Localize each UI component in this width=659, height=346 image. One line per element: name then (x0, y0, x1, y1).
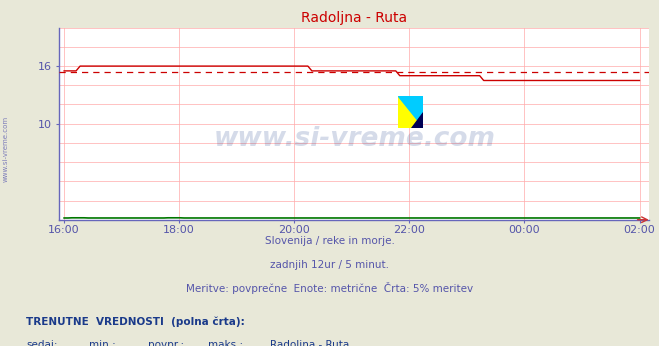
Polygon shape (399, 97, 424, 128)
Text: min.:: min.: (89, 340, 116, 346)
Text: TRENUTNE  VREDNOSTI  (polna črta):: TRENUTNE VREDNOSTI (polna črta): (26, 317, 245, 327)
Polygon shape (399, 97, 424, 128)
Text: www.si-vreme.com: www.si-vreme.com (214, 126, 495, 152)
Text: www.si-vreme.com: www.si-vreme.com (2, 116, 9, 182)
Text: Meritve: povprečne  Enote: metrične  Črta: 5% meritev: Meritve: povprečne Enote: metrične Črta:… (186, 282, 473, 294)
Text: maks.:: maks.: (208, 340, 243, 346)
Title: Radoljna - Ruta: Radoljna - Ruta (301, 11, 407, 25)
Text: Radoljna - Ruta: Radoljna - Ruta (270, 340, 349, 346)
Text: povpr.:: povpr.: (148, 340, 185, 346)
Polygon shape (411, 112, 424, 128)
Text: sedaj:: sedaj: (26, 340, 58, 346)
Text: zadnjih 12ur / 5 minut.: zadnjih 12ur / 5 minut. (270, 260, 389, 270)
Text: Slovenija / reke in morje.: Slovenija / reke in morje. (264, 236, 395, 246)
